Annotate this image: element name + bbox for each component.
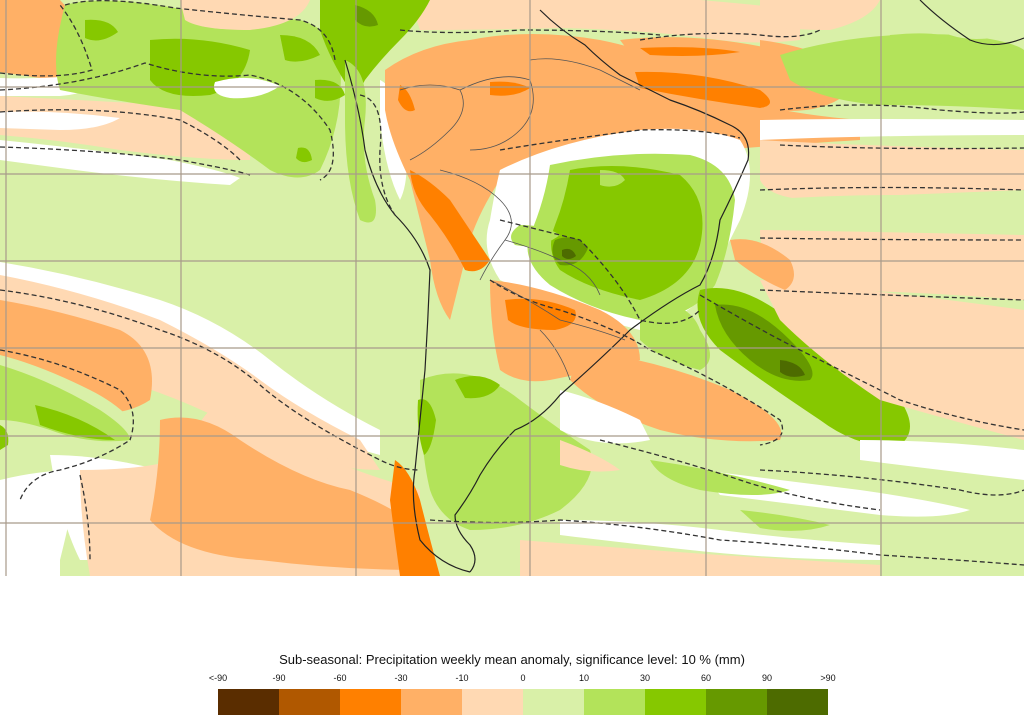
- legend-tick: -30: [394, 673, 408, 683]
- lat-lon-grid: [0, 0, 1024, 576]
- legend-swatch: [584, 689, 645, 715]
- country-borders: [399, 58, 641, 381]
- legend-swatch: [401, 689, 462, 715]
- precipitation-anomaly-map: [0, 0, 1024, 576]
- legend-tick: 60: [700, 673, 712, 683]
- legend-colorbar: [218, 689, 828, 715]
- legend-swatch: [462, 689, 523, 715]
- legend-tick: 90: [761, 673, 773, 683]
- legend-tick: -90: [272, 673, 286, 683]
- legend-swatch: [767, 689, 828, 715]
- legend-swatch: [340, 689, 401, 715]
- legend-swatch: [645, 689, 706, 715]
- legend-tick: 30: [639, 673, 651, 683]
- legend-tick: <-90: [208, 673, 228, 683]
- significance-contour: [0, 0, 1024, 566]
- legend-tick: -60: [333, 673, 347, 683]
- legend-title: Sub-seasonal: Precipitation weekly mean …: [279, 652, 745, 667]
- legend-ticks: <-90 -90 -60 -30 -10 0 10 30 60 90 >90: [209, 673, 836, 685]
- legend-tick: 10: [578, 673, 590, 683]
- legend-tick: >90: [820, 673, 836, 683]
- legend-tick: 0: [520, 673, 526, 683]
- coastline: [344, 0, 1024, 573]
- legend-swatch: [279, 689, 340, 715]
- legend-tick: -10: [455, 673, 469, 683]
- map-canvas: [0, 0, 1024, 576]
- legend-swatch: [523, 689, 584, 715]
- legend-swatch: [706, 689, 767, 715]
- legend-swatch: [218, 689, 279, 715]
